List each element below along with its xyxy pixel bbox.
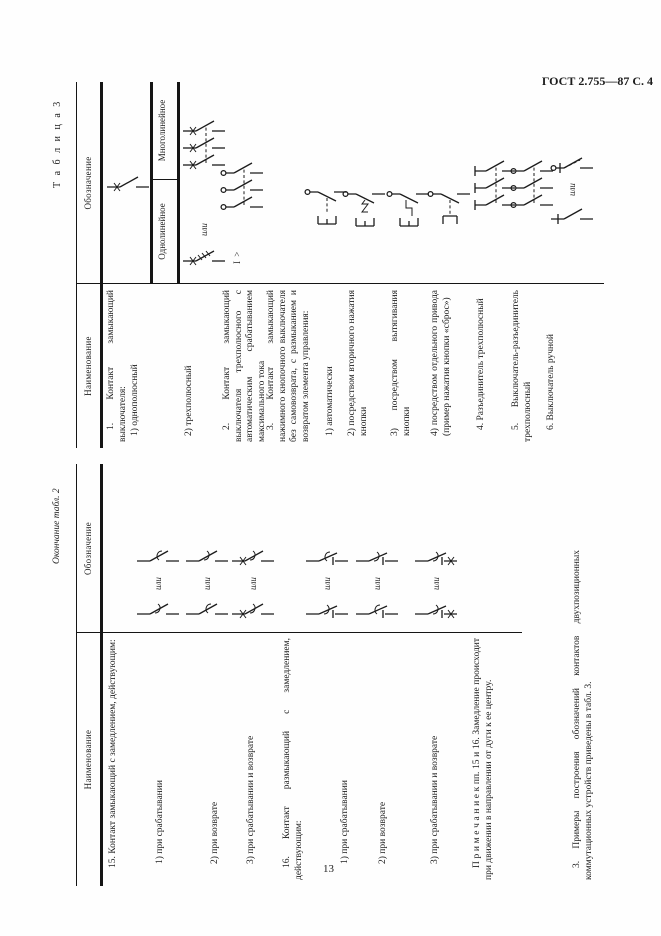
- table3-row-3: 3. Контакт замыкающий нажимного кнопочно…: [266, 290, 311, 442]
- contact-breaking-delay-return-alt-icon: [355, 551, 399, 566]
- page-number: 13: [323, 863, 334, 875]
- table3-symbol-3-4: [427, 184, 471, 230]
- switch-contact-icon: [106, 176, 150, 192]
- or-label: или: [567, 183, 577, 196]
- push-button-pull-release-icon: [386, 184, 430, 230]
- table2-note: П р и м е ч а н и е к пп. 15 и 16. Замед…: [472, 638, 494, 880]
- table3-row-4: 4. Разъединитель трехполюсный: [476, 298, 486, 430]
- table3-symbol-max-current: [220, 156, 268, 214]
- contact-breaking-delay-icon: [305, 604, 349, 619]
- or-label: или: [431, 577, 441, 590]
- three-pole-single-line-icon: [182, 250, 226, 266]
- table3-subheader-multi-line: Многолинейное: [157, 99, 167, 162]
- or-label: или: [372, 577, 382, 590]
- table3-symbol-1-single-pole: [106, 172, 150, 194]
- table3-symbol-2-single-line: или: [182, 223, 226, 268]
- table2-symbols-16-1: или: [305, 491, 349, 621]
- push-button-second-press-icon: [342, 184, 386, 230]
- table2-row-15: 15. Контакт замыкающий с замедлением, де…: [108, 639, 118, 868]
- contact-closing-delay-return-alt-icon: [185, 550, 229, 562]
- contact-breaking-delay-return-icon: [355, 604, 399, 619]
- table3-subheader-single-line: Однолинейное: [157, 203, 167, 260]
- table2-col-header-name: Наименование: [83, 729, 93, 790]
- table3-row-2: 2. Контакт замыкающий выключателя трехпо…: [222, 290, 267, 442]
- table2-label: Окончание табл. 2: [52, 488, 62, 564]
- rotated-table-area: Окончание табл. 2 Наименование Обозначен…: [24, 54, 636, 916]
- contact-closing-delay-return-icon: [185, 603, 229, 615]
- contact-breaking-delay-both-icon: [414, 604, 458, 619]
- table3-col-header-symbol: Обозначение: [83, 156, 93, 210]
- table2-row-16-1: 1) при срабатывании: [340, 780, 350, 864]
- table2-row-15-1: 1) при срабатывании: [155, 780, 165, 864]
- table2-header-rule: [100, 464, 103, 886]
- table3-symbol-3-3: [386, 184, 430, 230]
- table2-symbols-15-3: или: [231, 491, 275, 621]
- contact-closing-delay-both-alt-icon: [231, 550, 275, 566]
- table3-row-3-1: 1) автоматически: [325, 366, 335, 436]
- table3-header-rule: [100, 82, 103, 448]
- table2-symbols-16-2: или: [355, 491, 399, 621]
- or-label: или: [199, 223, 209, 236]
- or-label: или: [202, 577, 212, 590]
- contact-closing-delay-icon: [136, 603, 180, 615]
- table3-row-6: 6. Выключатель ручной: [546, 334, 556, 430]
- table3-row-1-2: 2) трехполюсный: [184, 365, 194, 436]
- table3-symbol-3-2: [342, 184, 386, 230]
- table3-row-3-3: 3) посредством вытягивания кнопки: [390, 290, 412, 436]
- page-header: ГОСТ 2.755—87 С. 4: [541, 74, 653, 88]
- manual-switch-alt-icon: [550, 157, 594, 174]
- or-label: или: [248, 577, 258, 590]
- contact-breaking-delay-alt-icon: [305, 551, 349, 566]
- table2-column-divider: [76, 632, 522, 633]
- or-label: или: [322, 577, 332, 590]
- table2-symbols-15-2: или: [185, 491, 229, 621]
- table3-row-5: 5. Выключатель-разъединитель трехполюсны…: [511, 290, 533, 442]
- table2-symbols-15-1: или: [136, 491, 180, 621]
- table2-row-15-3: 3) при срабатывании и возврате: [246, 735, 256, 864]
- table3-row-1: 1. Контакт замыкающий выключателя:: [106, 290, 128, 442]
- table3-top-border: [76, 82, 77, 448]
- table3-subheader-rule-bottom: [177, 82, 180, 284]
- contact-breaking-delay-both-alt-icon: [414, 551, 458, 566]
- table2-col-header-symbol: Обозначение: [83, 521, 93, 576]
- table3-label: Т а б л и ц а 3: [52, 99, 63, 188]
- table3-symbol-6: или: [550, 153, 594, 226]
- or-label: или: [153, 577, 163, 590]
- table3-row-3-4: 4) посредством отдельного привода (приме…: [430, 290, 452, 436]
- footnote: 3. Примеры построения обозначений контак…: [572, 550, 594, 880]
- table2-top-border: [76, 464, 77, 886]
- table3-row-1-1: 1) однополюсный: [130, 364, 140, 436]
- contact-closing-delay-both-icon: [231, 603, 275, 619]
- table3-column-divider: [76, 283, 604, 284]
- table2-row-15-2: 2) при возврате: [210, 801, 220, 864]
- table3-row-3-2: 2) посредством вторичного нажатия кнопки: [347, 290, 369, 436]
- table2-row-16-3: 3) при срабатывании и возврате: [430, 735, 440, 864]
- table2-row-16: 16. Контакт размыкающий с замедлением, д…: [282, 638, 304, 880]
- push-button-separate-drive-icon: [427, 184, 471, 230]
- table2-symbols-16-3: или: [414, 491, 458, 621]
- three-pole-auto-trip-switch-icon: [220, 156, 268, 214]
- table3-subheader-rule-top: [150, 82, 153, 284]
- manual-switch-icon: [550, 208, 594, 225]
- overcurrent-release-label: I >: [232, 250, 242, 264]
- table3-col-header-name: Наименование: [83, 336, 93, 396]
- contact-closing-delay-alt-icon: [136, 550, 180, 562]
- table2-row-16-2: 2) при возврате: [378, 801, 388, 864]
